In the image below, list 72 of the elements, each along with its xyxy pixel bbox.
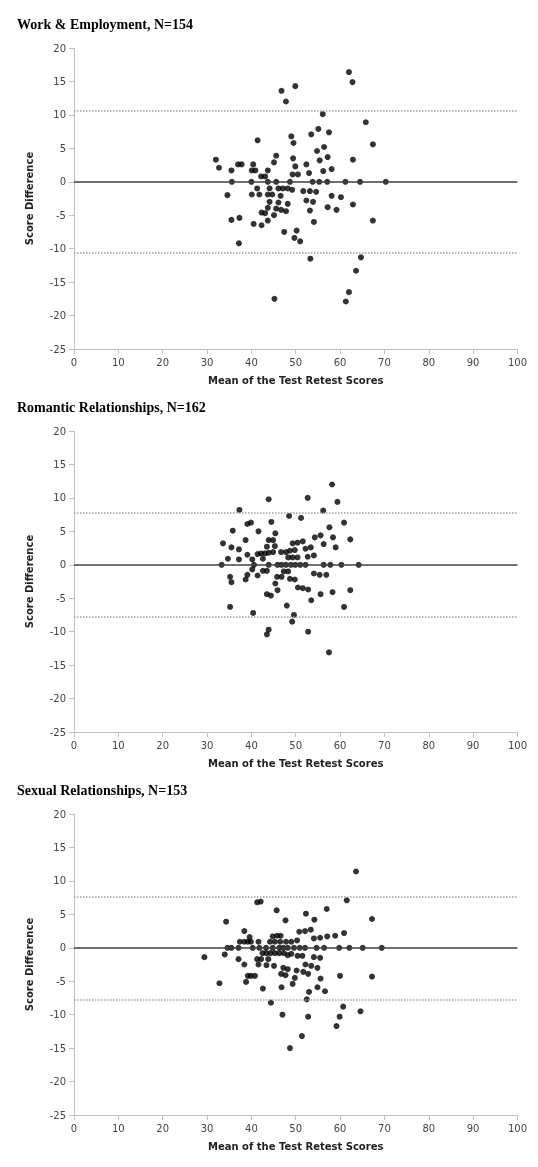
y-tick-label: -10 bbox=[49, 1009, 66, 1021]
y-tick-label: 5 bbox=[59, 908, 66, 920]
y-tick-label: 0 bbox=[59, 942, 66, 954]
y-tick-label: -20 bbox=[49, 693, 66, 705]
x-tick-label: 30 bbox=[200, 739, 214, 751]
x-axis-title: Mean of the Test Retest Scores bbox=[208, 374, 384, 386]
y-tick-label: 0 bbox=[59, 176, 66, 188]
y-axis-title: Score Difference bbox=[23, 534, 35, 629]
x-tick-label: 70 bbox=[378, 1122, 391, 1134]
x-tick-label: 100 bbox=[507, 356, 527, 368]
x-tick-label: 50 bbox=[289, 356, 303, 368]
x-axis-title: Mean of the Test Retest Scores bbox=[208, 1140, 384, 1152]
x-tick-label: 0 bbox=[70, 739, 78, 751]
x-tick-label: 60 bbox=[333, 739, 347, 751]
x-tick-label: 90 bbox=[466, 356, 480, 368]
chart-title: Sexual Relationships, N=153 bbox=[17, 782, 188, 798]
x-tick-label: 30 bbox=[200, 356, 214, 368]
y-tick-label: 10 bbox=[53, 492, 66, 504]
x-tick-label: 80 bbox=[422, 356, 436, 368]
x-tick-label: 20 bbox=[156, 739, 170, 751]
y-tick-label: -10 bbox=[49, 626, 66, 638]
y-tick-label: 20 bbox=[53, 42, 66, 54]
y-tick-label: -5 bbox=[56, 975, 66, 987]
y-tick-label: -15 bbox=[49, 659, 66, 671]
x-tick-label: 90 bbox=[466, 1122, 480, 1134]
x-tick-label: 10 bbox=[111, 739, 125, 751]
x-tick-label: 0 bbox=[70, 356, 78, 368]
y-tick-label: 5 bbox=[59, 142, 66, 154]
y-axis-title: Score Difference bbox=[23, 917, 35, 1012]
y-tick-label: 5 bbox=[59, 525, 66, 537]
x-tick-label: 60 bbox=[333, 1122, 347, 1134]
x-tick-label: 10 bbox=[111, 1122, 125, 1134]
x-tick-label: 80 bbox=[422, 739, 436, 751]
y-tick-label: 15 bbox=[53, 75, 66, 87]
x-tick-label: 50 bbox=[289, 739, 303, 751]
y-tick-label: -5 bbox=[56, 209, 66, 221]
y-tick-label: 20 bbox=[53, 425, 66, 437]
x-tick-label: 40 bbox=[245, 1122, 258, 1134]
x-tick-label: 10 bbox=[111, 356, 125, 368]
x-tick-label: 70 bbox=[378, 356, 391, 368]
x-tick-label: 40 bbox=[245, 356, 258, 368]
y-axis-title: Score Difference bbox=[23, 151, 35, 246]
y-tick-label: -20 bbox=[49, 1076, 66, 1088]
y-tick-label: -20 bbox=[49, 310, 66, 322]
x-tick-label: 60 bbox=[333, 356, 347, 368]
x-tick-label: 80 bbox=[422, 1122, 436, 1134]
y-tick-label: 10 bbox=[53, 875, 66, 887]
x-tick-label: 50 bbox=[289, 1122, 303, 1134]
y-tick-label: -5 bbox=[56, 592, 66, 604]
y-tick-label: 15 bbox=[53, 458, 66, 470]
y-tick-label: -25 bbox=[49, 726, 66, 738]
y-tick-label: 20 bbox=[53, 808, 66, 820]
x-axis-title: Mean of the Test Retest Scores bbox=[208, 757, 384, 769]
x-tick-label: 70 bbox=[378, 739, 391, 751]
y-tick-label: -25 bbox=[49, 343, 66, 355]
x-tick-label: 100 bbox=[507, 1122, 527, 1134]
x-tick-label: 0 bbox=[70, 1122, 78, 1134]
x-tick-label: 90 bbox=[466, 739, 480, 751]
x-tick-label: 20 bbox=[156, 356, 170, 368]
x-tick-label: 20 bbox=[156, 1122, 170, 1134]
x-tick-label: 40 bbox=[245, 739, 258, 751]
chart-title: Work & Employment, N=154 bbox=[17, 16, 193, 32]
y-tick-label: -15 bbox=[49, 276, 66, 288]
chart-title: Romantic Relationships, N=162 bbox=[17, 399, 206, 415]
y-tick-label: 15 bbox=[53, 841, 66, 853]
x-tick-label: 30 bbox=[200, 1122, 214, 1134]
x-tick-label: 100 bbox=[507, 739, 527, 751]
y-tick-label: 0 bbox=[59, 559, 66, 571]
y-tick-label: 10 bbox=[53, 109, 66, 121]
y-tick-label: -15 bbox=[49, 1042, 66, 1054]
y-tick-label: -25 bbox=[49, 1109, 66, 1121]
y-tick-label: -10 bbox=[49, 243, 66, 255]
